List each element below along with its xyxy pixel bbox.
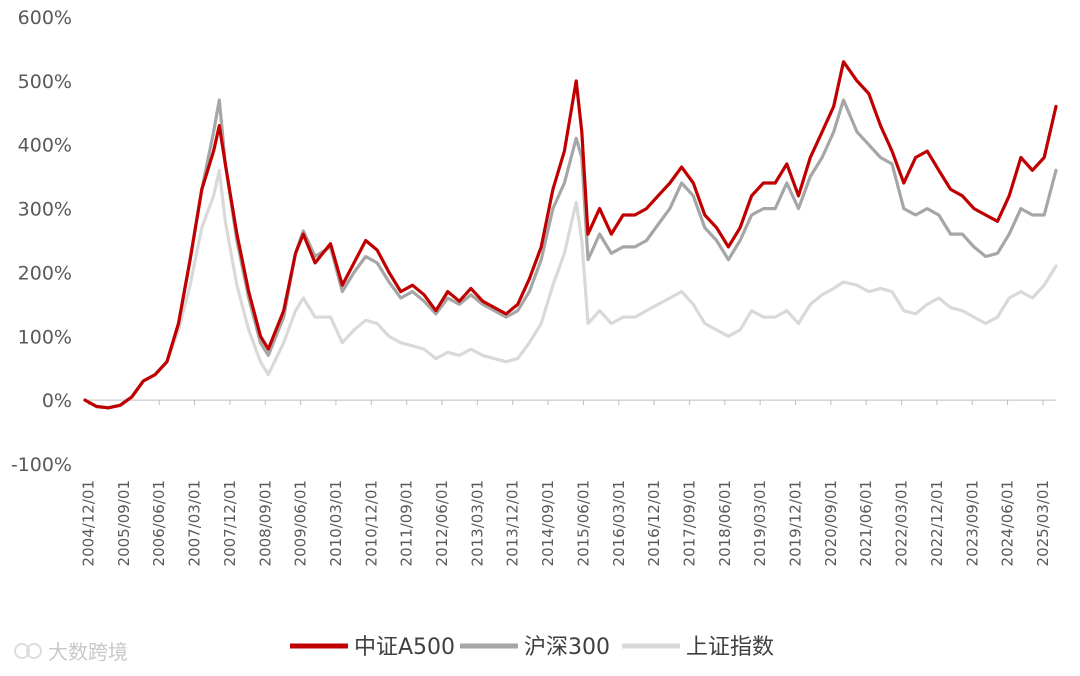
legend-label: 沪深300 — [524, 635, 610, 660]
x-tick-label: 2014/09/01 — [539, 480, 557, 566]
x-tick-label: 2013/12/01 — [504, 480, 522, 566]
legend: 中证A500 沪深300 上证指数 — [290, 635, 774, 660]
watermark: 大数跨境 — [14, 640, 128, 664]
x-tick-label: 2007/12/01 — [221, 480, 239, 566]
x-tick-label: 2013/03/01 — [468, 480, 486, 566]
x-tick-label: 2008/09/01 — [256, 480, 274, 566]
watermark-logo-icon — [14, 643, 42, 659]
x-tick-label: 2004/12/01 — [80, 480, 98, 566]
series-line-0 — [83, 60, 1058, 410]
x-tick-label: 2018/06/01 — [716, 480, 734, 566]
y-axis-ticks: 600% 500% 400% 300% 200% 100% 0% -100% — [11, 7, 72, 476]
x-tick-label: 2020/09/01 — [822, 480, 840, 566]
y-tick-label: 400% — [18, 135, 72, 157]
x-tick-label: 2009/06/01 — [292, 480, 310, 566]
x-tick-label: 2024/06/01 — [999, 480, 1017, 566]
legend-label: 上证指数 — [686, 635, 774, 660]
x-tick-label: 2012/06/01 — [433, 480, 451, 566]
y-tick-label: 0% — [42, 390, 72, 412]
watermark-text: 大数跨境 — [48, 640, 128, 664]
y-tick-label: 500% — [18, 71, 72, 93]
y-tick-label: 100% — [18, 326, 72, 348]
x-tick-label: 2010/12/01 — [362, 480, 380, 566]
x-tick-label: 2005/09/01 — [115, 480, 133, 566]
x-tick-label: 2006/06/01 — [150, 480, 168, 566]
x-tick-label: 2017/09/01 — [680, 480, 698, 566]
x-tick-label: 2022/12/01 — [928, 480, 946, 566]
y-tick-label: -100% — [11, 454, 72, 476]
series-line-2 — [83, 168, 1058, 410]
x-tick-label: 2023/09/01 — [963, 480, 981, 566]
y-tick-label: 200% — [18, 262, 72, 284]
x-tick-label: 2021/06/01 — [857, 480, 875, 566]
x-axis: 2004/12/01 2005/09/01 2006/06/01 2007/03/01… — [80, 399, 1056, 566]
x-tick-label: 2019/03/01 — [751, 480, 769, 566]
x-tick-label: 2011/09/01 — [398, 480, 416, 566]
series-lines — [83, 60, 1058, 410]
x-tick-label: 2019/12/01 — [787, 480, 805, 566]
x-tick-label: 2016/03/01 — [610, 480, 628, 566]
x-tick-label: 2022/03/01 — [893, 480, 911, 566]
y-tick-label: 300% — [18, 199, 72, 221]
x-tick-label: 2007/03/01 — [186, 480, 204, 566]
x-tick-label: 2016/12/01 — [645, 480, 663, 566]
x-tick-label: 2015/06/01 — [574, 480, 592, 566]
x-tick-label: 2025/03/01 — [1034, 480, 1052, 566]
x-tick-label: 2010/03/01 — [327, 480, 345, 566]
y-tick-label: 600% — [18, 7, 72, 29]
legend-label: 中证A500 — [354, 635, 455, 660]
